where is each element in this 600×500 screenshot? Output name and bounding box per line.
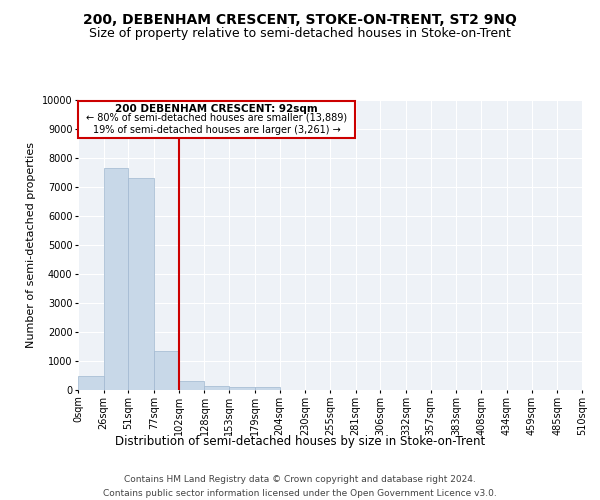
Bar	[78, 376, 104, 390]
Text: 200 DEBENHAM CRESCENT: 92sqm: 200 DEBENHAM CRESCENT: 92sqm	[115, 104, 318, 114]
Y-axis label: Number of semi-detached properties: Number of semi-detached properties	[26, 142, 36, 348]
FancyBboxPatch shape	[79, 100, 355, 138]
Bar	[154, 351, 179, 390]
Text: Distribution of semi-detached houses by size in Stoke-on-Trent: Distribution of semi-detached houses by …	[115, 435, 485, 448]
Text: Contains HM Land Registry data © Crown copyright and database right 2024.
Contai: Contains HM Land Registry data © Crown c…	[103, 476, 497, 498]
Bar	[128, 178, 154, 390]
Bar	[104, 168, 128, 390]
Text: Size of property relative to semi-detached houses in Stoke-on-Trent: Size of property relative to semi-detach…	[89, 28, 511, 40]
Bar	[255, 387, 280, 390]
Text: 200, DEBENHAM CRESCENT, STOKE-ON-TRENT, ST2 9NQ: 200, DEBENHAM CRESCENT, STOKE-ON-TRENT, …	[83, 12, 517, 26]
Bar	[205, 386, 229, 390]
Bar	[179, 382, 205, 390]
Text: ← 80% of semi-detached houses are smaller (13,889): ← 80% of semi-detached houses are smalle…	[86, 112, 347, 122]
Bar	[229, 387, 255, 390]
Text: 19% of semi-detached houses are larger (3,261) →: 19% of semi-detached houses are larger (…	[93, 126, 341, 136]
